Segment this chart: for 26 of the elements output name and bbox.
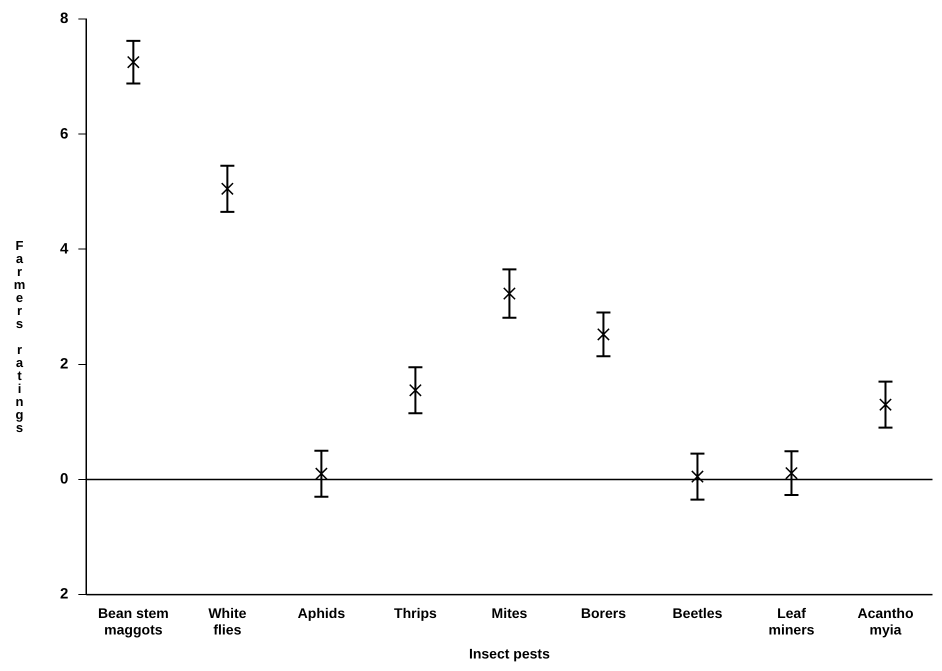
x-tick-label: Leaf miners [768, 604, 815, 638]
x-axis-title: Insect pests [468, 645, 550, 662]
y-axis-title: Farmers ratings [12, 238, 27, 433]
point [220, 182, 234, 196]
point [691, 470, 704, 484]
point [314, 467, 328, 480]
point [879, 398, 892, 412]
y-tick-label: 4 [60, 240, 69, 258]
x-tick-label: Mites [492, 604, 528, 621]
y-tick-label: 6 [60, 125, 68, 142]
x-tick-label: Beetles [672, 604, 723, 621]
point [785, 466, 798, 480]
x-tick-label: White flies [208, 604, 247, 638]
x-tick-label: Aphids [298, 604, 346, 621]
x-tick-label: Borers [580, 604, 626, 621]
x-tick-label: Thrips [394, 604, 438, 621]
point [503, 287, 516, 300]
y-tick-label: 8 [60, 10, 68, 28]
point [408, 384, 422, 397]
y-tick-label: 2 [60, 356, 68, 372]
x-tick-label: Acantho myia [857, 604, 914, 638]
x-tick-label: Bean stem maggots [98, 604, 169, 638]
point [126, 56, 140, 69]
point [597, 328, 610, 341]
y-tick-label: 0 [60, 470, 68, 488]
y-tick-label: 2 [60, 586, 68, 603]
